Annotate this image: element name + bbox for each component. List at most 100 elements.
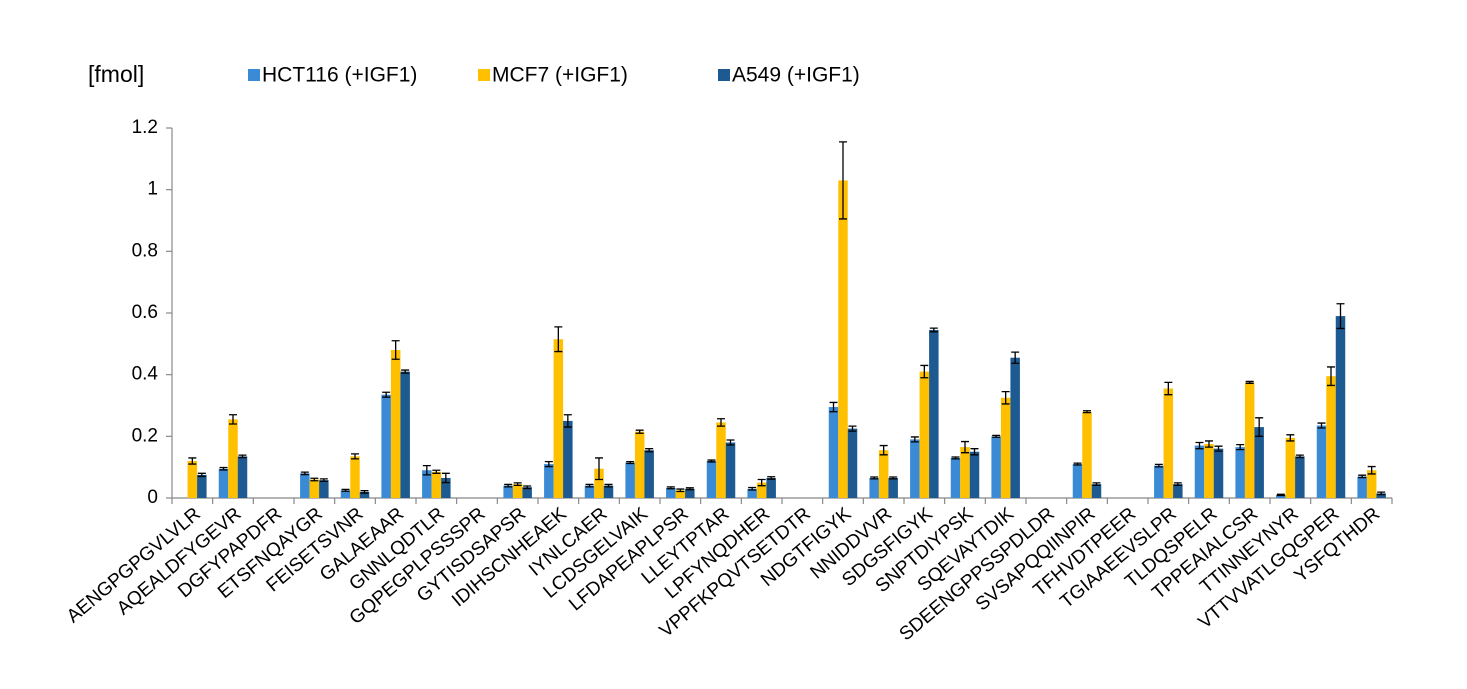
bar xyxy=(1335,316,1346,498)
error-bar xyxy=(341,488,350,492)
error-bar xyxy=(1327,366,1335,387)
bar xyxy=(187,461,198,498)
error-bar xyxy=(870,476,879,480)
error-bar xyxy=(595,457,603,481)
error-bar xyxy=(391,340,400,360)
bar xyxy=(300,473,310,498)
bar xyxy=(919,371,930,498)
bar xyxy=(319,480,329,498)
bar xyxy=(1000,397,1011,498)
bar xyxy=(675,490,686,498)
error-bar xyxy=(319,478,328,482)
error-bar xyxy=(1377,491,1386,496)
legend-label: HCT116 (+IGF1) xyxy=(262,64,417,87)
bar xyxy=(747,488,757,498)
bar xyxy=(544,464,554,498)
bar xyxy=(950,457,961,498)
error-bar xyxy=(748,486,757,491)
bar xyxy=(910,439,920,498)
bar xyxy=(309,479,320,498)
bar xyxy=(1316,425,1327,498)
error-bar xyxy=(1336,303,1345,330)
error-bar xyxy=(707,459,716,463)
error-bar xyxy=(1195,441,1204,450)
y-tick-label: 0 xyxy=(147,487,158,508)
bar xyxy=(869,477,879,498)
error-bar xyxy=(757,478,766,487)
bar xyxy=(1194,445,1205,498)
bar xyxy=(390,350,401,498)
error-bar xyxy=(229,414,237,425)
bar xyxy=(1082,411,1092,498)
bar xyxy=(422,470,432,498)
error-bar xyxy=(554,326,563,353)
error-bar xyxy=(544,460,553,468)
error-bar xyxy=(961,440,969,454)
bar xyxy=(350,456,360,498)
error-bar xyxy=(585,483,594,488)
error-bar xyxy=(929,327,938,333)
bar xyxy=(431,471,442,498)
error-bar xyxy=(1367,465,1376,475)
bar xyxy=(218,468,229,498)
bar xyxy=(644,450,654,498)
error-bar xyxy=(1154,463,1163,468)
error-bar xyxy=(360,489,369,494)
bar xyxy=(400,371,410,498)
error-bar xyxy=(839,141,847,220)
y-tick-label: 1.2 xyxy=(132,117,158,138)
bar xyxy=(716,422,726,498)
bar xyxy=(766,477,776,498)
bar xyxy=(634,431,645,498)
bar xyxy=(625,462,635,498)
bar xyxy=(685,488,695,498)
error-bar xyxy=(666,486,675,490)
bar xyxy=(878,450,889,498)
legend-label: MCF7 (+IGF1) xyxy=(492,64,628,87)
error-bar xyxy=(382,391,391,398)
error-bar xyxy=(238,454,247,459)
bar xyxy=(594,468,604,498)
bar xyxy=(1213,448,1224,498)
error-bar xyxy=(1255,417,1264,437)
bar xyxy=(1244,382,1255,498)
error-bar xyxy=(992,434,1001,438)
error-bar xyxy=(188,457,197,465)
bar xyxy=(512,484,523,498)
error-bar xyxy=(219,466,228,471)
bar xyxy=(1204,444,1214,498)
bar xyxy=(1285,437,1296,498)
y-tick-label: 0.2 xyxy=(132,425,158,446)
legend-swatch xyxy=(718,69,730,81)
bar xyxy=(441,477,451,498)
error-bar xyxy=(1236,444,1245,451)
error-bar xyxy=(604,483,613,488)
bar xyxy=(1376,493,1386,498)
y-tick-label: 0.8 xyxy=(132,240,158,261)
error-bar xyxy=(1011,351,1020,364)
bar xyxy=(706,461,717,498)
error-bar xyxy=(920,364,929,379)
error-bar xyxy=(1295,454,1304,459)
bar xyxy=(1366,470,1377,498)
bar xyxy=(888,477,898,498)
bar xyxy=(603,485,614,498)
legend-swatch xyxy=(478,69,490,81)
error-bar xyxy=(523,485,532,490)
error-bar xyxy=(1164,381,1173,396)
bar xyxy=(1173,484,1183,498)
error-bar xyxy=(1173,482,1182,487)
bar xyxy=(1357,476,1367,498)
error-bar xyxy=(1214,445,1223,452)
error-bar xyxy=(767,476,776,480)
bar xyxy=(1163,388,1174,498)
bar xyxy=(1295,456,1305,498)
error-bar xyxy=(1358,474,1367,479)
bar xyxy=(929,329,939,498)
error-bar xyxy=(726,439,735,446)
error-bar xyxy=(970,448,979,456)
bar xyxy=(1091,484,1102,498)
bar xyxy=(237,456,248,498)
error-bar xyxy=(513,482,522,487)
